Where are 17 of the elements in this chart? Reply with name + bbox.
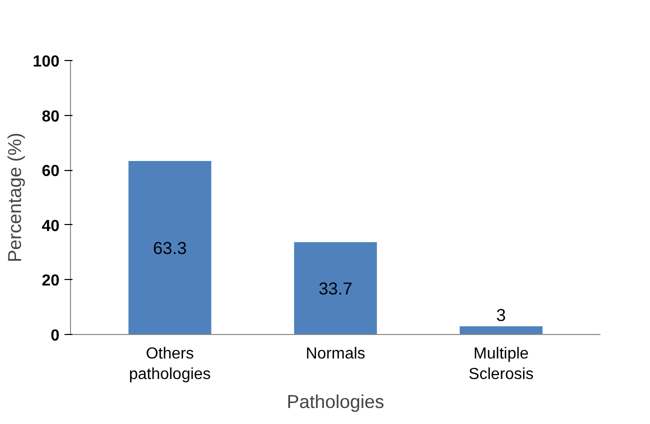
bar xyxy=(294,242,377,334)
y-tick-label: 0 xyxy=(50,328,60,344)
y-tick-label: 100 xyxy=(32,54,60,70)
bar xyxy=(128,161,212,334)
y-tick-label: 80 xyxy=(42,108,60,126)
bar xyxy=(460,326,543,334)
data-label: 3 xyxy=(496,304,506,325)
x-tick-label: Others pathologies xyxy=(128,346,211,383)
data-label: 33.7 xyxy=(318,278,352,298)
y-axis-title: Percentage (%) xyxy=(4,132,25,262)
data-label: 63.3 xyxy=(153,238,187,258)
y-tick-label: 40 xyxy=(42,218,60,235)
y-tick-label: 60 xyxy=(42,163,60,180)
y-tick-label: 20 xyxy=(42,272,60,290)
x-tick-label: Normals xyxy=(306,346,366,362)
x-axis-title: Pathologies xyxy=(286,390,384,412)
x-tick-label: Multiple Sclerosis xyxy=(468,346,534,383)
